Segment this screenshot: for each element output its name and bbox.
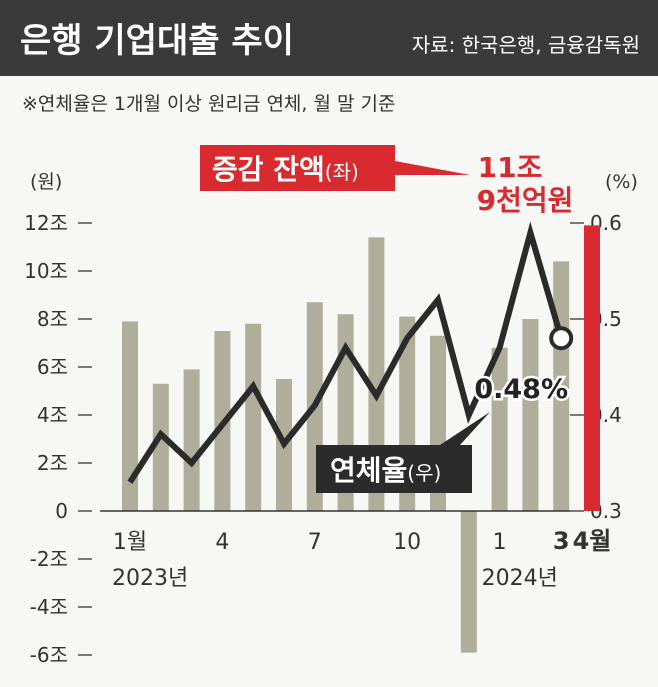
bar-annotation-pointer bbox=[395, 161, 470, 175]
delinquency-line bbox=[127, 221, 565, 484]
bar bbox=[522, 319, 539, 511]
left-tick-label: 6조 bbox=[37, 355, 68, 379]
bar-annotation-label: 증감 잔액(좌) bbox=[212, 153, 359, 186]
line-value-label: 0.48% bbox=[474, 374, 568, 405]
bar-annotation: 증감 잔액(좌) 11조 9천억원 bbox=[200, 145, 573, 217]
bar-annotation-box bbox=[200, 145, 395, 191]
x-axis-labels: 1월 4 7 10 1 3 4월 2023년 2024년 bbox=[112, 527, 611, 591]
line-annotation: 연체율(우) 0.48% bbox=[316, 372, 571, 493]
line-annotation-box bbox=[316, 445, 472, 493]
line-annotation-label: 연체율(우) bbox=[330, 454, 441, 487]
year-label: 2024년 bbox=[482, 566, 558, 591]
x-tick-label: 10 bbox=[393, 530, 421, 555]
left-tick-label: 4조 bbox=[37, 403, 68, 427]
x-tick-label: 4 bbox=[215, 530, 229, 555]
x-tick-label: 1 bbox=[493, 530, 507, 555]
left-tick-label: -4조 bbox=[30, 595, 68, 619]
bar bbox=[491, 347, 508, 511]
left-tick-label: -2조 bbox=[30, 547, 68, 571]
bar bbox=[245, 323, 262, 511]
line-series bbox=[127, 221, 574, 484]
bar bbox=[122, 321, 138, 511]
left-axis-unit: (원) bbox=[30, 171, 62, 193]
left-tick-label: -6조 bbox=[30, 643, 68, 667]
x-tick-label: 3 bbox=[553, 527, 570, 555]
left-tick-label: 2조 bbox=[37, 451, 68, 475]
left-tick-label: 8조 bbox=[37, 307, 68, 331]
left-tick-label: 12조 bbox=[24, 211, 68, 235]
bar-value-line1: 11조 bbox=[478, 151, 543, 184]
bar bbox=[152, 383, 169, 511]
x-tick-label: 4월 bbox=[573, 527, 612, 555]
chart-note: ※연체율은 1개월 이상 원리금 연체, 월 말 기준 bbox=[22, 93, 396, 115]
x-tick-label: 1월 bbox=[113, 530, 147, 555]
bar-highlight bbox=[584, 225, 600, 511]
x-tick-label: 7 bbox=[308, 530, 322, 555]
bar-value-line2: 9천억원 bbox=[477, 184, 574, 217]
line-endpoint-marker bbox=[549, 326, 574, 351]
header-bar bbox=[0, 0, 658, 76]
right-axis-unit: (%) bbox=[605, 171, 638, 193]
chart-title: 은행 기업대출 추이 bbox=[20, 21, 294, 61]
left-tick-label: 0 bbox=[55, 499, 68, 523]
bar bbox=[460, 511, 477, 653]
line-annotation-pointer bbox=[440, 412, 490, 445]
bar bbox=[183, 369, 200, 511]
left-axis-ticks: 12조 10조 8조 6조 4조 2조 0 -2조 -4조 -6조 bbox=[24, 211, 92, 667]
year-label: 2023년 bbox=[112, 566, 188, 591]
bar bbox=[368, 237, 385, 511]
chart-source: 자료: 한국은행, 금융감독원 bbox=[412, 33, 640, 57]
left-tick-label: 10조 bbox=[24, 259, 68, 283]
